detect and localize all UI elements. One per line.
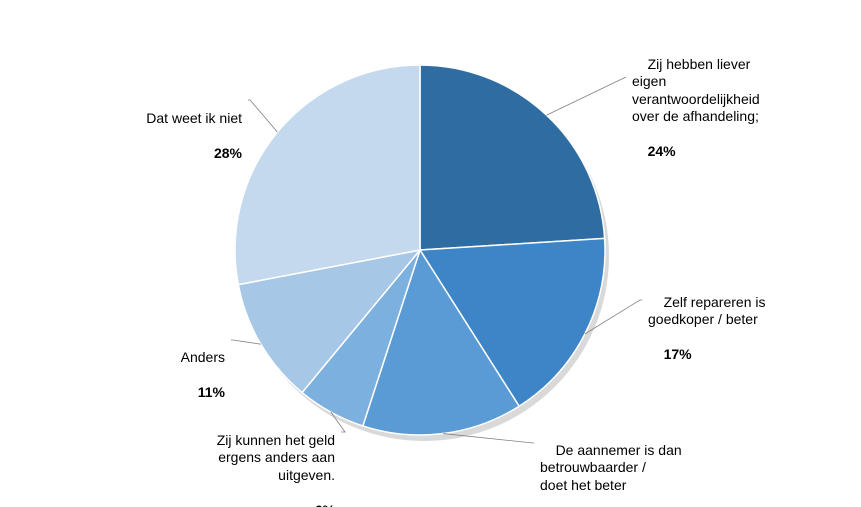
label-dont-know: Dat weet ik niet 28% — [130, 92, 242, 180]
slice-other-leader — [231, 340, 261, 344]
label-own-responsibility: Zij hebben liever eigen verantwoordelijk… — [632, 38, 760, 178]
label-text: Zelf repareren is goedkoper / beter — [648, 294, 766, 328]
slice-dont-know-leader — [248, 100, 277, 132]
label-text: De aannemer is dan betrouwbaarder / doet… — [540, 442, 682, 493]
label-contractor-reliable: De aannemer is dan betrouwbaarder / doet… — [540, 424, 682, 507]
label-self-repair: Zelf repareren is goedkoper / beter 17% — [648, 276, 766, 381]
label-pct: 17% — [664, 346, 692, 362]
label-text: Anders — [181, 349, 225, 365]
label-other: Anders 11% — [165, 331, 225, 419]
label-pct: 24% — [648, 143, 676, 159]
slice-dont-know — [235, 65, 420, 285]
label-text: Zij hebben liever eigen verantwoordelijk… — [632, 56, 760, 125]
label-pct: 6% — [315, 502, 335, 507]
slice-contractor-reliable-leader — [443, 434, 534, 443]
label-money-elsewhere: Zij kunnen het geld ergens anders aan ui… — [190, 414, 335, 507]
label-text: Zij kunnen het geld ergens anders aan ui… — [217, 432, 335, 483]
label-pct: 11% — [198, 384, 225, 400]
pie-chart-container: Zij hebben liever eigen verantwoordelijk… — [0, 0, 861, 507]
slice-own-responsibility-leader — [547, 77, 626, 115]
label-text: Dat weet ik niet — [146, 110, 242, 126]
slice-own-responsibility — [420, 65, 605, 250]
label-pct: 28% — [214, 145, 242, 161]
